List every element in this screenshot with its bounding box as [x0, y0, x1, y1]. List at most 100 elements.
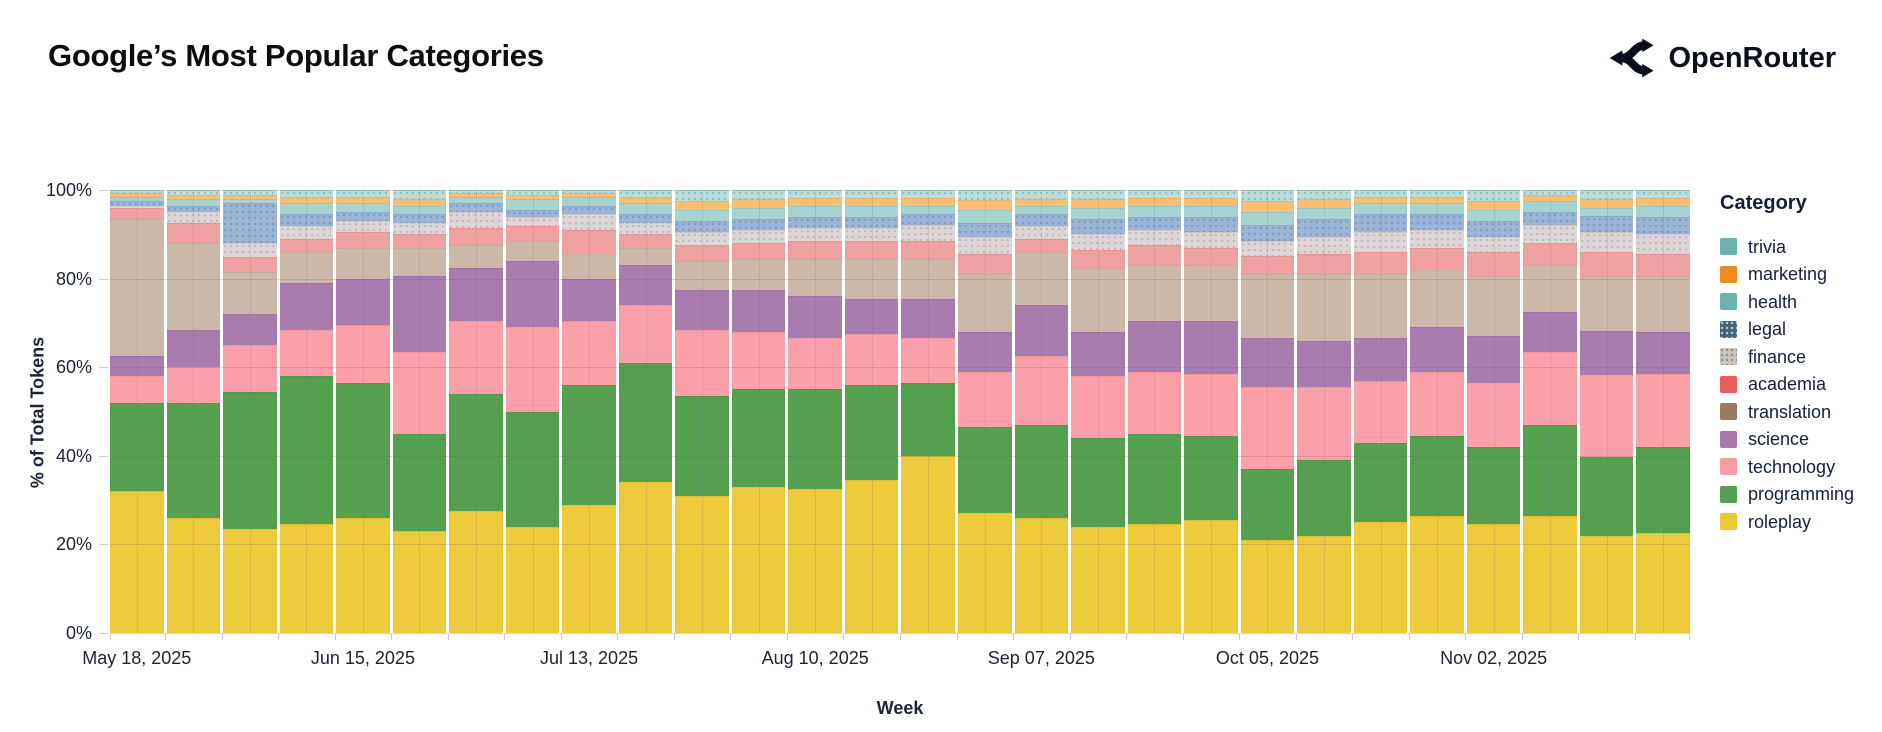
- bar-segment-legal[interactable]: [449, 203, 503, 213]
- bar-segment-roleplay[interactable]: [788, 489, 842, 633]
- bar-segment-trivia[interactable]: [788, 190, 842, 198]
- bar-segment-trivia[interactable]: [1579, 190, 1634, 199]
- bar-segment-translation[interactable]: [1184, 265, 1238, 321]
- bar-segment-programming[interactable]: [1297, 460, 1351, 536]
- bar-segment-health[interactable]: [675, 210, 729, 222]
- bar-segment-trivia[interactable]: [731, 190, 786, 199]
- bar-segment-legal[interactable]: [1636, 216, 1690, 235]
- bar-segment-programming[interactable]: [731, 389, 786, 487]
- bar-segment-legal[interactable]: [1579, 216, 1634, 232]
- bar-segment-marketing[interactable]: [279, 196, 334, 204]
- bar-week-Jul 13, 2025[interactable]: [562, 190, 616, 633]
- bar-segment-finance[interactable]: [957, 236, 1012, 255]
- bar-segment-translation[interactable]: [562, 254, 616, 279]
- bar-segment-science[interactable]: [957, 331, 1012, 372]
- bar-segment-health[interactable]: [1127, 205, 1182, 217]
- bar-segment-programming[interactable]: [166, 402, 221, 518]
- bar-week-Jun 08, 2025[interactable]: [279, 190, 334, 633]
- bar-segment-technology[interactable]: [1071, 376, 1125, 439]
- bar-segment-finance[interactable]: [1636, 234, 1690, 255]
- bar-segment-health[interactable]: [449, 196, 503, 204]
- bar-segment-technology[interactable]: [1297, 387, 1351, 461]
- bar-segment-roleplay[interactable]: [1636, 533, 1690, 633]
- bar-segment-legal[interactable]: [618, 214, 673, 224]
- bar-segment-legal[interactable]: [901, 214, 955, 226]
- bar-segment-programming[interactable]: [618, 362, 673, 483]
- bar-segment-legal[interactable]: [1297, 218, 1351, 237]
- bar-segment-health[interactable]: [505, 198, 560, 210]
- bar-segment-legal[interactable]: [392, 214, 447, 224]
- bar-segment-trivia[interactable]: [279, 190, 334, 197]
- bar-segment-science[interactable]: [675, 289, 729, 330]
- bar-segment-trivia[interactable]: [675, 190, 729, 202]
- bar-segment-legal[interactable]: [223, 203, 277, 244]
- bar-segment-programming[interactable]: [449, 393, 503, 512]
- bar-segment-health[interactable]: [392, 205, 447, 215]
- bar-segment-finance[interactable]: [1297, 236, 1351, 255]
- bar-week-Sep 07, 2025[interactable]: [1014, 190, 1069, 633]
- bar-segment-science[interactable]: [901, 298, 955, 339]
- bar-segment-marketing[interactable]: [1523, 194, 1577, 202]
- bar-segment-trivia[interactable]: [505, 190, 560, 195]
- bar-segment-marketing[interactable]: [1297, 198, 1351, 208]
- bar-segment-finance[interactable]: [1466, 236, 1521, 253]
- bar-segment-academia[interactable]: [1071, 249, 1125, 268]
- bar-segment-roleplay[interactable]: [449, 511, 503, 633]
- bar-week-Jun 22, 2025[interactable]: [392, 190, 447, 633]
- bar-segment-roleplay[interactable]: [1127, 524, 1182, 633]
- bar-segment-translation[interactable]: [1071, 267, 1125, 332]
- bar-segment-legal[interactable]: [1410, 214, 1464, 230]
- bar-week-Oct 05, 2025[interactable]: [1240, 190, 1295, 633]
- bar-segment-finance[interactable]: [844, 227, 899, 241]
- bar-segment-roleplay[interactable]: [1466, 524, 1521, 633]
- bar-segment-science[interactable]: [1184, 320, 1238, 374]
- bar-week-Jul 27, 2025[interactable]: [675, 190, 729, 633]
- bar-segment-translation[interactable]: [1579, 275, 1634, 332]
- bar-segment-trivia[interactable]: [1127, 190, 1182, 198]
- bar-segment-finance[interactable]: [1523, 225, 1577, 244]
- bar-segment-marketing[interactable]: [901, 197, 955, 206]
- bar-segment-marketing[interactable]: [788, 197, 842, 206]
- bar-segment-technology[interactable]: [562, 320, 616, 385]
- bar-segment-legal[interactable]: [336, 212, 390, 222]
- bar-segment-academia[interactable]: [618, 234, 673, 248]
- bar-segment-science[interactable]: [166, 329, 221, 368]
- bar-segment-technology[interactable]: [279, 329, 334, 377]
- bar-week-Aug 03, 2025[interactable]: [731, 190, 786, 633]
- bar-segment-programming[interactable]: [1636, 446, 1690, 534]
- bar-segment-health[interactable]: [1184, 205, 1238, 217]
- bar-segment-translation[interactable]: [279, 252, 334, 284]
- bar-segment-programming[interactable]: [1184, 435, 1238, 521]
- bar-segment-health[interactable]: [336, 203, 390, 213]
- bar-segment-academia[interactable]: [957, 254, 1012, 275]
- bar-segment-translation[interactable]: [844, 258, 899, 299]
- bar-segment-academia[interactable]: [562, 229, 616, 255]
- bar-segment-trivia[interactable]: [1240, 190, 1295, 202]
- bar-segment-trivia[interactable]: [957, 190, 1012, 201]
- bar-segment-science[interactable]: [731, 289, 786, 332]
- bar-segment-roleplay[interactable]: [1184, 520, 1238, 633]
- bar-segment-academia[interactable]: [1240, 256, 1295, 275]
- bar-segment-health[interactable]: [166, 198, 221, 206]
- legend-item-trivia[interactable]: trivia: [1720, 233, 1880, 261]
- bar-segment-legal[interactable]: [1071, 218, 1125, 235]
- bar-segment-health[interactable]: [618, 203, 673, 215]
- bar-segment-technology[interactable]: [1127, 371, 1182, 434]
- bar-segment-technology[interactable]: [449, 320, 503, 394]
- bar-segment-science[interactable]: [505, 260, 560, 328]
- bar-segment-marketing[interactable]: [1410, 196, 1464, 204]
- bar-segment-health[interactable]: [1636, 205, 1690, 217]
- bar-week-Jun 29, 2025[interactable]: [449, 190, 503, 633]
- bar-segment-health[interactable]: [731, 207, 786, 219]
- bar-segment-marketing[interactable]: [1071, 198, 1125, 208]
- bar-week-Sep 21, 2025[interactable]: [1127, 190, 1182, 633]
- bar-segment-translation[interactable]: [1127, 265, 1182, 321]
- bar-segment-marketing[interactable]: [844, 197, 899, 206]
- bar-segment-marketing[interactable]: [392, 198, 447, 206]
- bar-segment-science[interactable]: [1410, 327, 1464, 372]
- bar-segment-translation[interactable]: [1466, 276, 1521, 337]
- bar-segment-trivia[interactable]: [1014, 190, 1069, 199]
- bar-segment-academia[interactable]: [449, 227, 503, 246]
- bar-segment-legal[interactable]: [1184, 216, 1238, 233]
- bar-segment-translation[interactable]: [957, 274, 1012, 332]
